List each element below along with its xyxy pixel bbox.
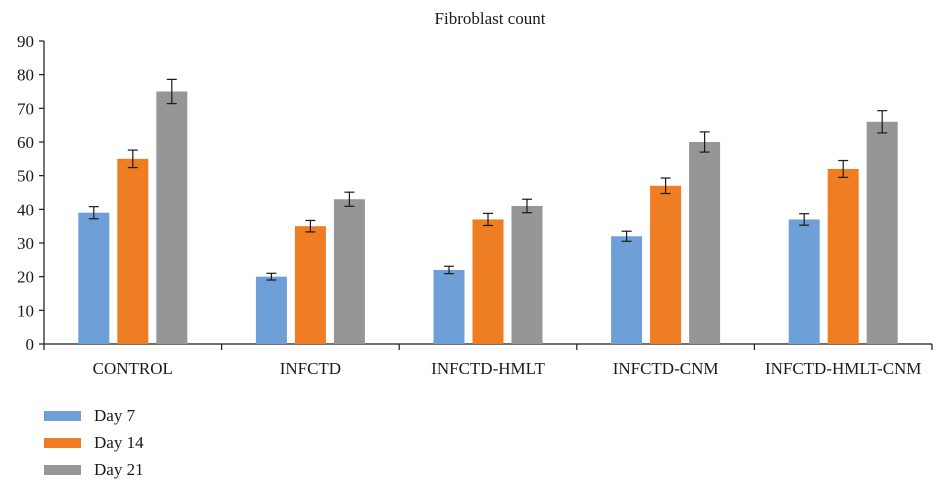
legend-swatch-day-7 [44, 410, 81, 421]
bar [611, 236, 643, 344]
legend-label-day-7: Day 7 [94, 405, 136, 425]
bar [788, 219, 820, 344]
y-axis: 0 10 20 30 40 50 60 70 80 90 [17, 32, 45, 354]
x-tick-label: INFCTD-HMLT-CNM [765, 359, 922, 378]
bar [294, 226, 326, 344]
bar [433, 269, 465, 344]
bars-group [78, 78, 898, 344]
bar [827, 168, 859, 344]
y-tick-label: 10 [17, 301, 34, 320]
legend-label-day-21: Day 21 [94, 459, 144, 479]
bar [650, 185, 682, 344]
x-tick-label: INFCTD-CNM [613, 359, 719, 378]
bar [866, 121, 898, 344]
legend: Day 7 Day 14 Day 21 [44, 402, 144, 483]
bar-chart: Fibroblast count 0 10 20 30 40 50 60 70 80 90 CON… [17, 9, 933, 378]
y-tick-label: 20 [17, 268, 34, 287]
x-tick-label: CONTROL [93, 359, 173, 378]
y-tick-label: 70 [17, 99, 34, 118]
bar [333, 199, 365, 344]
bar [689, 142, 721, 344]
y-tick-label: 30 [17, 234, 34, 253]
bar [156, 91, 188, 344]
legend-label-day-14: Day 14 [94, 432, 144, 452]
bar [472, 219, 504, 344]
bar [255, 276, 287, 344]
y-tick-label: 40 [17, 200, 34, 219]
legend-item-day-7: Day 7 [44, 402, 144, 429]
x-axis: CONTROL INFCTD INFCTD-HMLT INFCTD-CNM INFCTD… [43, 343, 933, 378]
y-tick-label: 0 [26, 335, 35, 354]
y-tick-label: 50 [17, 167, 34, 186]
legend-item-day-21: Day 21 [44, 456, 144, 483]
y-tick-label: 60 [17, 133, 34, 152]
x-tick-label: INFCTD-HMLT [431, 359, 545, 378]
bar [117, 158, 149, 344]
bar [511, 205, 543, 344]
bar [78, 212, 110, 344]
legend-swatch-day-14 [44, 437, 81, 448]
y-tick-label: 80 [17, 66, 34, 85]
chart-title: Fibroblast count [435, 9, 546, 28]
y-tick-label: 90 [17, 32, 34, 51]
legend-swatch-day-21 [44, 464, 81, 475]
x-tick-label: INFCTD [280, 359, 341, 378]
legend-item-day-14: Day 14 [44, 429, 144, 456]
